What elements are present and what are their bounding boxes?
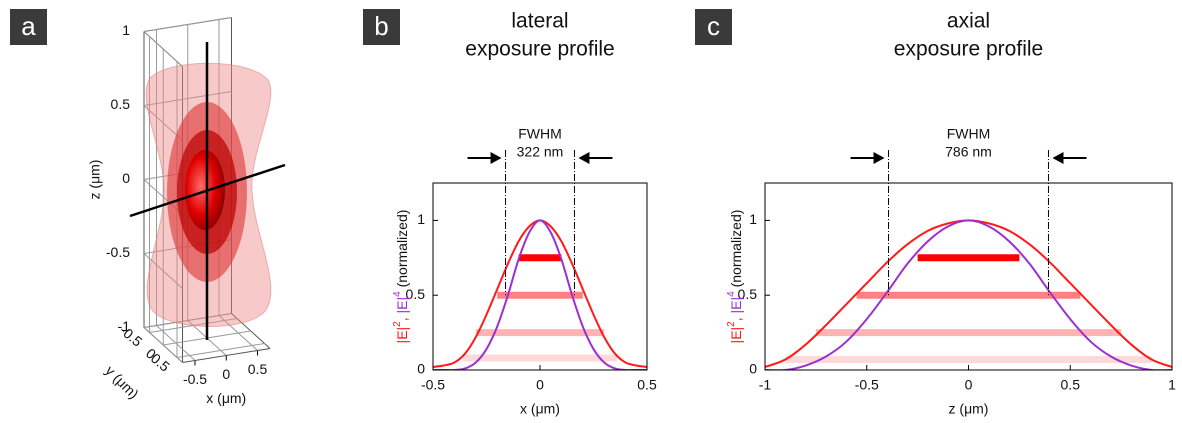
y-tick-label: 0 [749, 361, 757, 377]
x-tick-label: 1 [1168, 377, 1176, 393]
y-axis-label: |E|2, |E|4 (normalized) [392, 210, 410, 344]
z-tick-label: 0 [122, 170, 130, 186]
x-tick-label: 0.5 [637, 377, 657, 393]
y-axis-label-part: |E| [728, 297, 744, 314]
x-tick-label: 0 [965, 377, 973, 393]
panel-label-box [695, 9, 732, 45]
y-axis-label-part: (normalized) [394, 210, 410, 292]
crosshair [129, 163, 286, 218]
y-axis-label-part: |E| [394, 297, 410, 314]
z-tick-label: -0.5 [106, 244, 130, 260]
chart-title: lateral [511, 10, 568, 33]
y-axis-label-part: 2 [726, 321, 737, 327]
y-tick-label: 0 [417, 361, 425, 377]
arrow-head [1052, 152, 1064, 164]
core-isosurface [185, 150, 225, 230]
x-axis-label: x (μm) [520, 401, 560, 417]
panel-label: c [707, 11, 720, 41]
y-tick-label: 0.5 [406, 286, 426, 302]
plot-frame [432, 182, 648, 371]
y-tick-label: 1 [417, 211, 425, 227]
annotation: 322 nm [517, 144, 564, 160]
z-axis-label: z (μm) [87, 160, 103, 200]
x-tick-label: 0.5 [1061, 377, 1081, 393]
arrow-head [578, 152, 590, 164]
curve [765, 219, 1172, 370]
y-axis-label-part: 4 [392, 291, 403, 297]
y-axis-label-part: 4 [726, 291, 737, 297]
curves [433, 219, 647, 370]
arrow-head [873, 152, 885, 164]
isosurfaces [129, 42, 286, 340]
arrow-head [490, 152, 502, 164]
chart-title: exposure profile [894, 38, 1043, 61]
x-tick-label: -1 [759, 377, 772, 393]
panel-label-box [363, 9, 400, 45]
x-tick-label: -0.5 [183, 371, 207, 387]
y-tick-label: 0.5 [738, 286, 758, 302]
x-tick-label: 0 [536, 377, 544, 393]
panel-label-box [10, 9, 47, 45]
x-axis-label: x (μm) [206, 390, 246, 406]
grid-line [176, 343, 265, 358]
y-axis-label-part: (normalized) [728, 210, 744, 292]
y-axis-label-part: 2 [392, 321, 403, 327]
panel-label: b [374, 11, 388, 41]
x-tick-label: 0 [222, 366, 230, 382]
y-tick-label: 1 [749, 211, 757, 227]
x-tick-label: -0.5 [421, 377, 445, 393]
z-tick-label: -1 [118, 318, 131, 334]
annotation: FWHM [518, 126, 562, 142]
panel-label: a [21, 11, 36, 41]
x-axis-label: z (μm) [949, 401, 989, 417]
z-tick-label: 1 [122, 22, 130, 38]
y-axis-label-part: , [728, 313, 744, 321]
curves [765, 219, 1172, 370]
chart-title: exposure profile [465, 38, 614, 61]
annotation: FWHM [947, 126, 991, 142]
curve [433, 219, 647, 370]
annotation: 786 nm [945, 144, 992, 160]
y-axis-label-part: |E| [394, 327, 410, 344]
y-axis-label-part: , [394, 313, 410, 321]
chart-title: axial [947, 10, 990, 33]
plot-frame [764, 182, 1173, 371]
x-tick-label: 0.5 [248, 361, 268, 377]
x-tick-label: -0.5 [855, 377, 879, 393]
y-axis-label-part: |E| [728, 327, 744, 344]
y-axis-label: y (μm) [102, 362, 142, 402]
z-tick-label: 0.5 [111, 96, 131, 112]
y-axis-label: |E|2, |E|4 (normalized) [726, 210, 744, 344]
